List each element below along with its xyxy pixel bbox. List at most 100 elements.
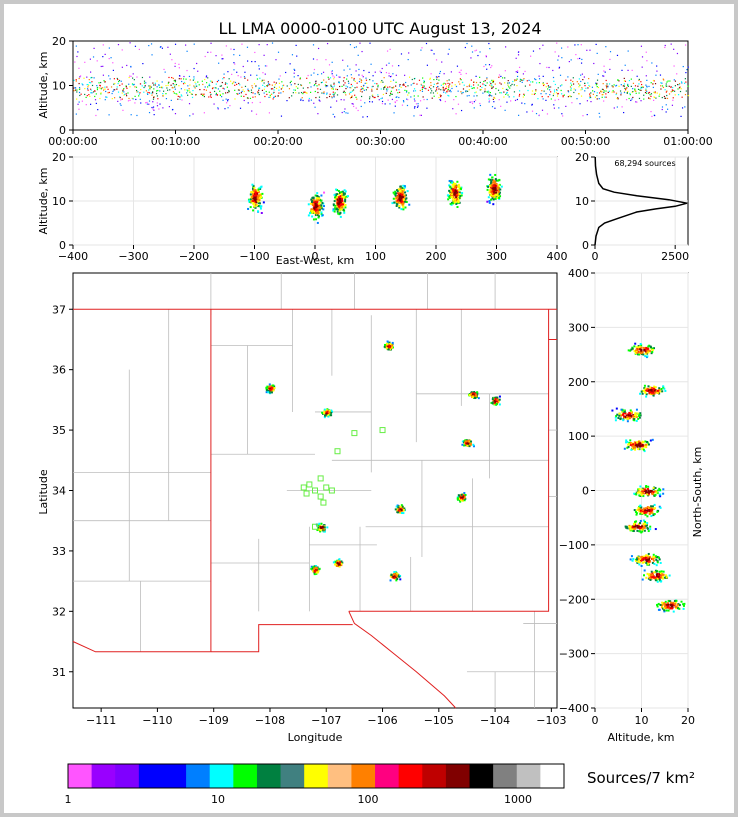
northsouth-point (647, 385, 650, 388)
altitude-time-point (508, 82, 511, 84)
altitude-time-point (336, 94, 339, 96)
altitude-time-point (167, 84, 169, 86)
altitude-time-point (586, 100, 589, 102)
altitude-time-point (385, 85, 387, 87)
altitude-time-point (572, 80, 574, 83)
altitude-time-point (262, 84, 264, 86)
altitude-time-point (399, 83, 401, 86)
altitude-time-point (225, 98, 227, 100)
altitude-time-point (122, 90, 124, 92)
altitude-time-point (242, 89, 244, 91)
altitude-time-point (174, 88, 176, 90)
northsouth-point (652, 387, 655, 390)
altitude-eastwest-point (252, 201, 255, 204)
northsouth-point (620, 414, 623, 417)
plan-view-point (459, 500, 462, 503)
altitude-eastwest-point (400, 208, 403, 211)
plan-view-point (341, 561, 344, 564)
altitude-time-point (154, 82, 156, 84)
altitude-time-point (76, 55, 78, 58)
northsouth-point (630, 410, 633, 413)
altitude-time-point (275, 59, 277, 61)
altitude-time-point (448, 90, 450, 92)
altitude-time-point (170, 84, 172, 86)
altitude-time-point (366, 116, 368, 118)
altitude-time-point (645, 51, 647, 53)
altitude-time-point (534, 92, 536, 95)
altitude-time-point (172, 83, 174, 85)
altitude-time-point (86, 88, 89, 90)
altitude-eastwest-point (495, 184, 498, 187)
altitude-time-point (534, 78, 536, 80)
altitude-eastwest-point (322, 208, 325, 211)
altitude-time-point (447, 53, 449, 55)
northsouth-point (647, 573, 650, 576)
northsouth-point (643, 509, 646, 512)
altitude-time-point (489, 94, 491, 96)
altitude-time-point (436, 87, 438, 89)
altitude-time-point (164, 71, 166, 73)
altitude-time-point (246, 60, 249, 62)
altitude-time-point (323, 79, 325, 81)
altitude-time-point (222, 78, 224, 80)
altitude-time-point (253, 83, 256, 85)
altitude-time-point (99, 97, 101, 100)
altitude-time-point (650, 95, 652, 98)
altitude-eastwest-point (492, 198, 495, 201)
altitude-eastwest-point (456, 206, 459, 209)
altitude-time-point (521, 79, 523, 81)
altitude-time-point (230, 80, 232, 82)
northsouth-point (648, 390, 651, 393)
altitude-time-point (254, 51, 256, 54)
altitude-time-point (655, 97, 657, 99)
northsouth-point (632, 558, 635, 561)
altitude-time-point (472, 81, 475, 83)
altitude-eastwest-point (334, 198, 337, 201)
plan-view-point (327, 415, 330, 418)
altitude-time-point (82, 84, 84, 86)
northsouth-point (661, 575, 664, 578)
altitude-time-point (492, 81, 495, 83)
northsouth-point (645, 554, 648, 557)
altitude-time-point (460, 73, 462, 75)
altitude-time-point (225, 45, 227, 47)
altitude-time-point (565, 105, 567, 107)
altitude-time-point (244, 77, 246, 79)
northsouth-point (636, 509, 639, 512)
altitude-time-point (193, 67, 195, 70)
altitude-time-point (503, 96, 505, 98)
altitude-time-point (250, 74, 252, 76)
altitude-time-point (579, 84, 581, 86)
altitude-time-point (96, 60, 98, 62)
northsouth-point (653, 513, 656, 516)
altitude-histogram-ytick-label: 20 (575, 151, 589, 164)
altitude-eastwest-point (340, 203, 343, 206)
altitude-time-point (306, 77, 308, 79)
altitude-time-point (466, 90, 469, 92)
altitude-time-point (448, 48, 450, 50)
altitude-time-point (78, 86, 81, 89)
altitude-time-point (167, 46, 169, 48)
northsouth-point (653, 494, 656, 497)
altitude-time-point (463, 84, 465, 86)
altitude-eastwest-point (259, 193, 262, 196)
altitude-time-point (203, 112, 205, 114)
altitude-time-point (255, 85, 257, 87)
plan-view-point (324, 414, 327, 417)
altitude-time-point (483, 65, 485, 68)
altitude-time-point (249, 97, 252, 100)
northsouth-point (637, 346, 640, 349)
altitude-time-point (422, 77, 424, 79)
altitude-time-point (485, 84, 487, 87)
altitude-time-point (687, 66, 689, 68)
altitude-eastwest-point (252, 184, 255, 187)
altitude-time-point (148, 103, 150, 105)
northsouth-point (662, 386, 665, 389)
altitude-time-point (623, 83, 625, 85)
altitude-time-point (172, 87, 174, 89)
altitude-eastwest-point (249, 198, 252, 201)
altitude-eastwest-point (253, 186, 256, 189)
altitude-time-point (354, 87, 356, 89)
altitude-eastwest-point (448, 189, 451, 192)
plan-view-point (389, 579, 392, 582)
